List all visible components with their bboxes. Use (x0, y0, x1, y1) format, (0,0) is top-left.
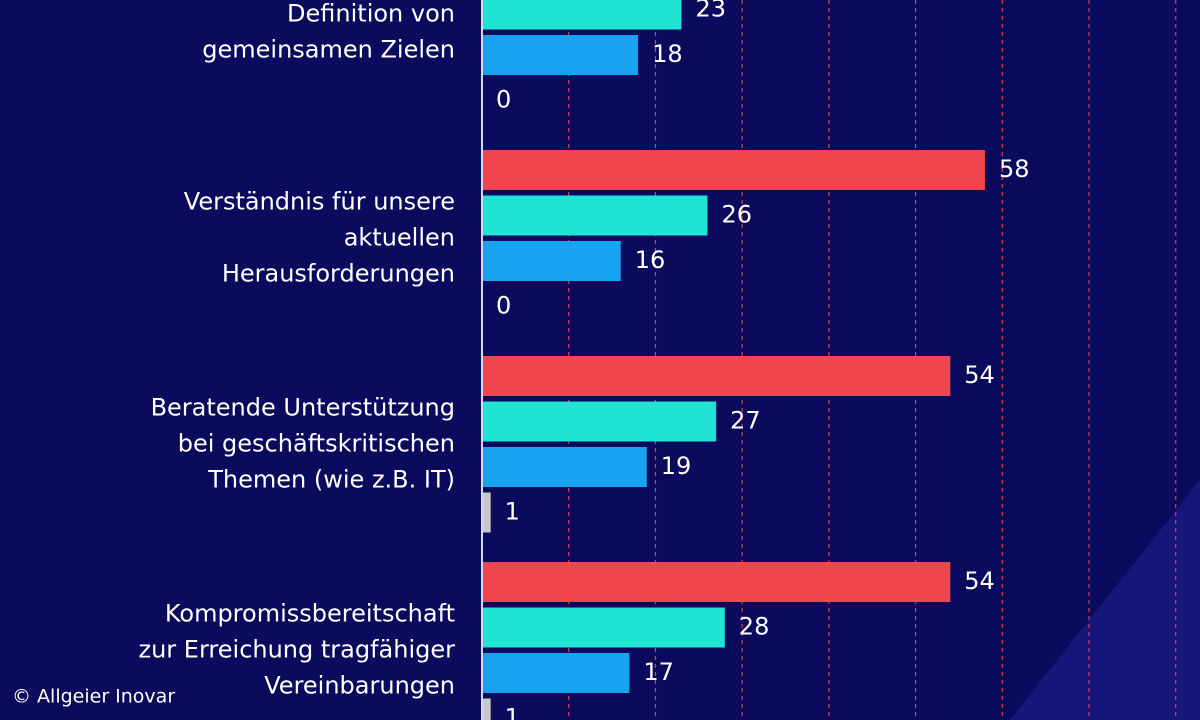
category-label: Herausforderungen (222, 259, 455, 287)
bar (482, 653, 630, 693)
bar (482, 447, 647, 487)
bar (482, 0, 682, 30)
value-label: 54 (964, 567, 995, 595)
value-label: 18 (652, 40, 683, 68)
category-label: Kompromissbereitschaft (165, 599, 455, 627)
category-label: Definition von (287, 0, 455, 27)
bar (482, 401, 717, 442)
credit: © Allgeier Inovar (12, 686, 175, 708)
bar (482, 492, 491, 533)
bar (482, 607, 725, 648)
category-label: zur Erreichung tragfähiger (139, 635, 456, 663)
value-label: 23 (695, 0, 726, 23)
bar (482, 35, 639, 75)
bars (482, 0, 985, 720)
value-label: 54 (964, 361, 995, 389)
value-label: 1 (505, 704, 520, 720)
bar (482, 195, 708, 236)
value-label: 27 (730, 407, 761, 435)
value-label: 58 (999, 155, 1030, 183)
value-label: 17 (643, 658, 674, 686)
category-label: Verständnis für unsere (184, 187, 455, 215)
bar (482, 241, 621, 281)
value-label: 26 (721, 201, 752, 229)
category-label: aktuellen (344, 223, 455, 251)
category-label: Themen (wie z.B. IT) (207, 465, 455, 493)
decoration (1010, 480, 1200, 720)
value-label: 1 (505, 498, 520, 526)
value-label: 0 (496, 86, 511, 114)
bar (482, 150, 985, 190)
bar (482, 562, 951, 602)
bar (482, 698, 491, 720)
category-label: gemeinsamen Zielen (202, 35, 455, 63)
value-label: 19 (661, 452, 692, 480)
category-label: bei geschäftskritischen (178, 429, 455, 457)
category-label: Beratende Unterstützung (151, 393, 455, 421)
value-label: 16 (635, 246, 666, 274)
category-label: Vereinbarungen (264, 671, 455, 699)
bar (482, 356, 951, 396)
value-label: 28 (739, 613, 770, 641)
value-label: 0 (496, 292, 511, 320)
